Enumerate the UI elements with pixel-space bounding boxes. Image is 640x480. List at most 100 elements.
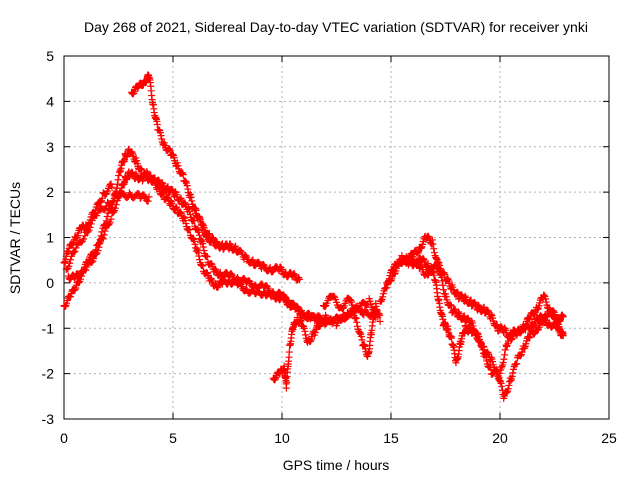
data-point xyxy=(186,210,194,218)
data-point xyxy=(440,286,448,294)
data-point xyxy=(97,232,105,240)
x-tick-label: 10 xyxy=(274,430,290,446)
data-point xyxy=(419,255,427,263)
data-point xyxy=(493,366,501,374)
data-point xyxy=(436,262,444,270)
data-point xyxy=(116,166,124,174)
data-point xyxy=(505,381,513,389)
data-point xyxy=(442,293,450,301)
data-point xyxy=(507,377,515,385)
data-point xyxy=(181,199,189,207)
data-point xyxy=(107,180,115,188)
data-point xyxy=(101,220,109,228)
data-point xyxy=(429,268,437,276)
data-point xyxy=(541,315,549,323)
data-point xyxy=(480,303,488,311)
data-point xyxy=(492,321,500,329)
data-point xyxy=(498,362,506,370)
data-point xyxy=(199,220,207,228)
data-point xyxy=(72,244,80,252)
data-point xyxy=(342,314,350,322)
y-tick-labels: -3 -2 -1 0 1 2 3 4 5 xyxy=(42,48,55,427)
data-point xyxy=(530,330,538,338)
data-point xyxy=(484,349,492,357)
data-point xyxy=(80,235,88,243)
data-point xyxy=(530,310,538,318)
data-point xyxy=(201,227,209,235)
data-point xyxy=(377,297,385,305)
data-point xyxy=(174,162,182,170)
data-point xyxy=(390,270,398,278)
data-point xyxy=(186,207,194,215)
data-point xyxy=(199,262,207,270)
data-point xyxy=(417,244,425,252)
data-point xyxy=(302,331,310,339)
data-point xyxy=(301,327,309,335)
data-point xyxy=(518,348,526,356)
data-point xyxy=(177,208,185,216)
data-point xyxy=(91,210,99,218)
y-tick-label: -3 xyxy=(42,411,55,427)
x-tick-label: 20 xyxy=(492,430,508,446)
data-point xyxy=(158,190,166,198)
data-point xyxy=(358,336,366,344)
data-point xyxy=(186,225,194,233)
data-point xyxy=(166,145,174,153)
data-point xyxy=(145,172,153,180)
data-point xyxy=(113,184,121,192)
data-point xyxy=(210,241,218,249)
data-point xyxy=(455,308,463,316)
data-point xyxy=(424,233,432,241)
data-point xyxy=(487,310,495,318)
y-tick-label: 2 xyxy=(46,184,54,200)
data-point xyxy=(351,315,359,323)
data-point xyxy=(157,132,165,140)
data-point xyxy=(182,178,190,186)
data-point xyxy=(196,256,204,264)
data-point xyxy=(248,257,256,265)
data-point xyxy=(350,308,358,316)
data-point xyxy=(108,183,116,191)
data-point xyxy=(169,150,177,158)
data-point xyxy=(559,313,567,321)
data-point xyxy=(130,89,138,97)
data-point xyxy=(384,279,392,287)
data-point xyxy=(498,382,506,390)
data-point xyxy=(115,172,123,180)
data-point xyxy=(439,281,447,289)
y-tick-label: 1 xyxy=(46,230,54,246)
data-point xyxy=(441,270,449,278)
data-point xyxy=(156,129,164,137)
series-track-D xyxy=(60,180,116,267)
data-point xyxy=(484,307,492,315)
series-track-J xyxy=(383,253,567,344)
data-point xyxy=(444,275,452,283)
data-point xyxy=(353,322,361,330)
data-point xyxy=(92,246,100,254)
data-point xyxy=(186,190,194,198)
data-point xyxy=(466,297,474,305)
data-point xyxy=(341,315,349,323)
data-point xyxy=(195,252,203,260)
data-point xyxy=(379,293,387,301)
data-point xyxy=(200,247,208,255)
data-point xyxy=(349,305,357,313)
data-point xyxy=(353,318,361,326)
data-point xyxy=(271,375,279,383)
data-point xyxy=(376,317,384,325)
data-point xyxy=(504,385,512,393)
data-point xyxy=(534,305,542,313)
data-point xyxy=(512,330,520,338)
data-point xyxy=(101,221,109,229)
data-point xyxy=(500,355,508,363)
data-point xyxy=(158,179,166,187)
data-point xyxy=(199,243,207,251)
data-point xyxy=(448,334,456,342)
data-point xyxy=(67,293,75,301)
data-point xyxy=(71,247,79,255)
series-track-C xyxy=(62,189,153,273)
data-point xyxy=(330,316,338,324)
data-point xyxy=(295,275,303,283)
data-point xyxy=(499,359,507,367)
data-point xyxy=(110,208,118,216)
